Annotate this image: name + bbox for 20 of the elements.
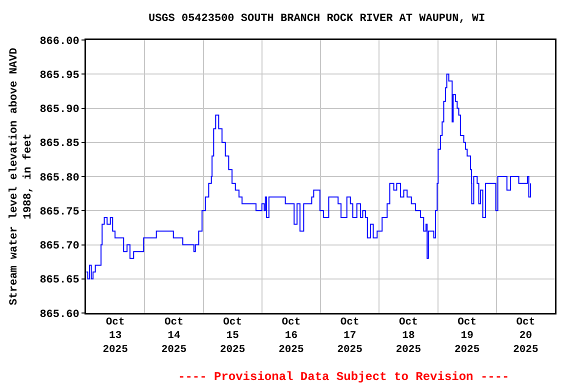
y-tick-label: 865.65	[40, 274, 80, 287]
y-tick-label: 865.60	[40, 308, 80, 321]
chart-title: USGS 05423500 SOUTH BRANCH ROCK RIVER AT WAUPUN, WI	[148, 13, 486, 26]
text: ---- Provisional Data Subject to Revision ----	[178, 370, 510, 384]
y-tick-label: 865.95	[40, 70, 80, 82]
y-tick-label: 865.85	[40, 138, 80, 150]
x-tick-label: Oct 15 2025	[220, 316, 246, 356]
y-tick-label: 865.90	[40, 104, 80, 116]
x-tick-label: Oct 14 2025	[161, 316, 187, 356]
y-tick-label: 865.80	[40, 172, 80, 184]
x-tick-label: Oct 16 2025	[278, 316, 304, 356]
x-tick-label: Oct 20 2025	[513, 316, 538, 356]
y-tick-label: 865.75	[40, 206, 80, 218]
x-tick-label: Oct 13 2025	[102, 316, 128, 356]
y-axis-title: Stream water level elevation above NAVD 1988, in feet	[8, 47, 35, 306]
x-tick-label: Oct 17 2025	[337, 316, 362, 356]
x-tick-label: Oct 19 2025	[454, 316, 480, 356]
y-tick-label: 866.00	[40, 36, 80, 48]
x-tick-label: Oct 18 2025	[396, 316, 422, 356]
y-tick-label: 865.70	[40, 240, 80, 253]
